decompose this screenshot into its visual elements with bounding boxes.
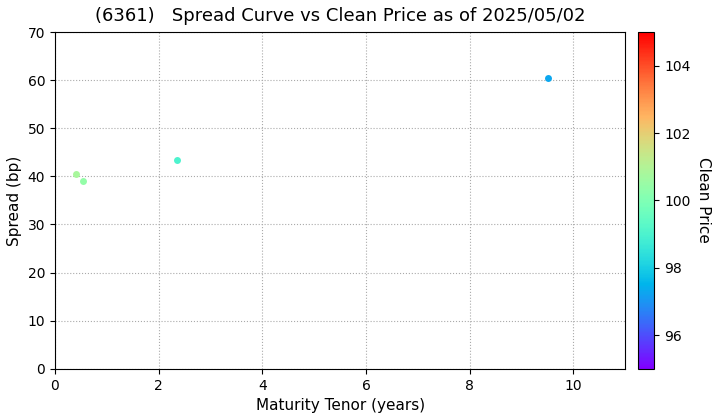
Point [70,171,81,177]
Point [78,178,89,184]
X-axis label: Maturity Tenor (years): Maturity Tenor (years) [256,398,425,413]
Point [541,74,553,81]
Point [171,156,182,163]
Y-axis label: Clean Price: Clean Price [696,158,711,243]
Y-axis label: Spread (bp): Spread (bp) [7,155,22,246]
Title: (6361)   Spread Curve vs Clean Price as of 2025/05/02: (6361) Spread Curve vs Clean Price as of… [95,7,585,25]
